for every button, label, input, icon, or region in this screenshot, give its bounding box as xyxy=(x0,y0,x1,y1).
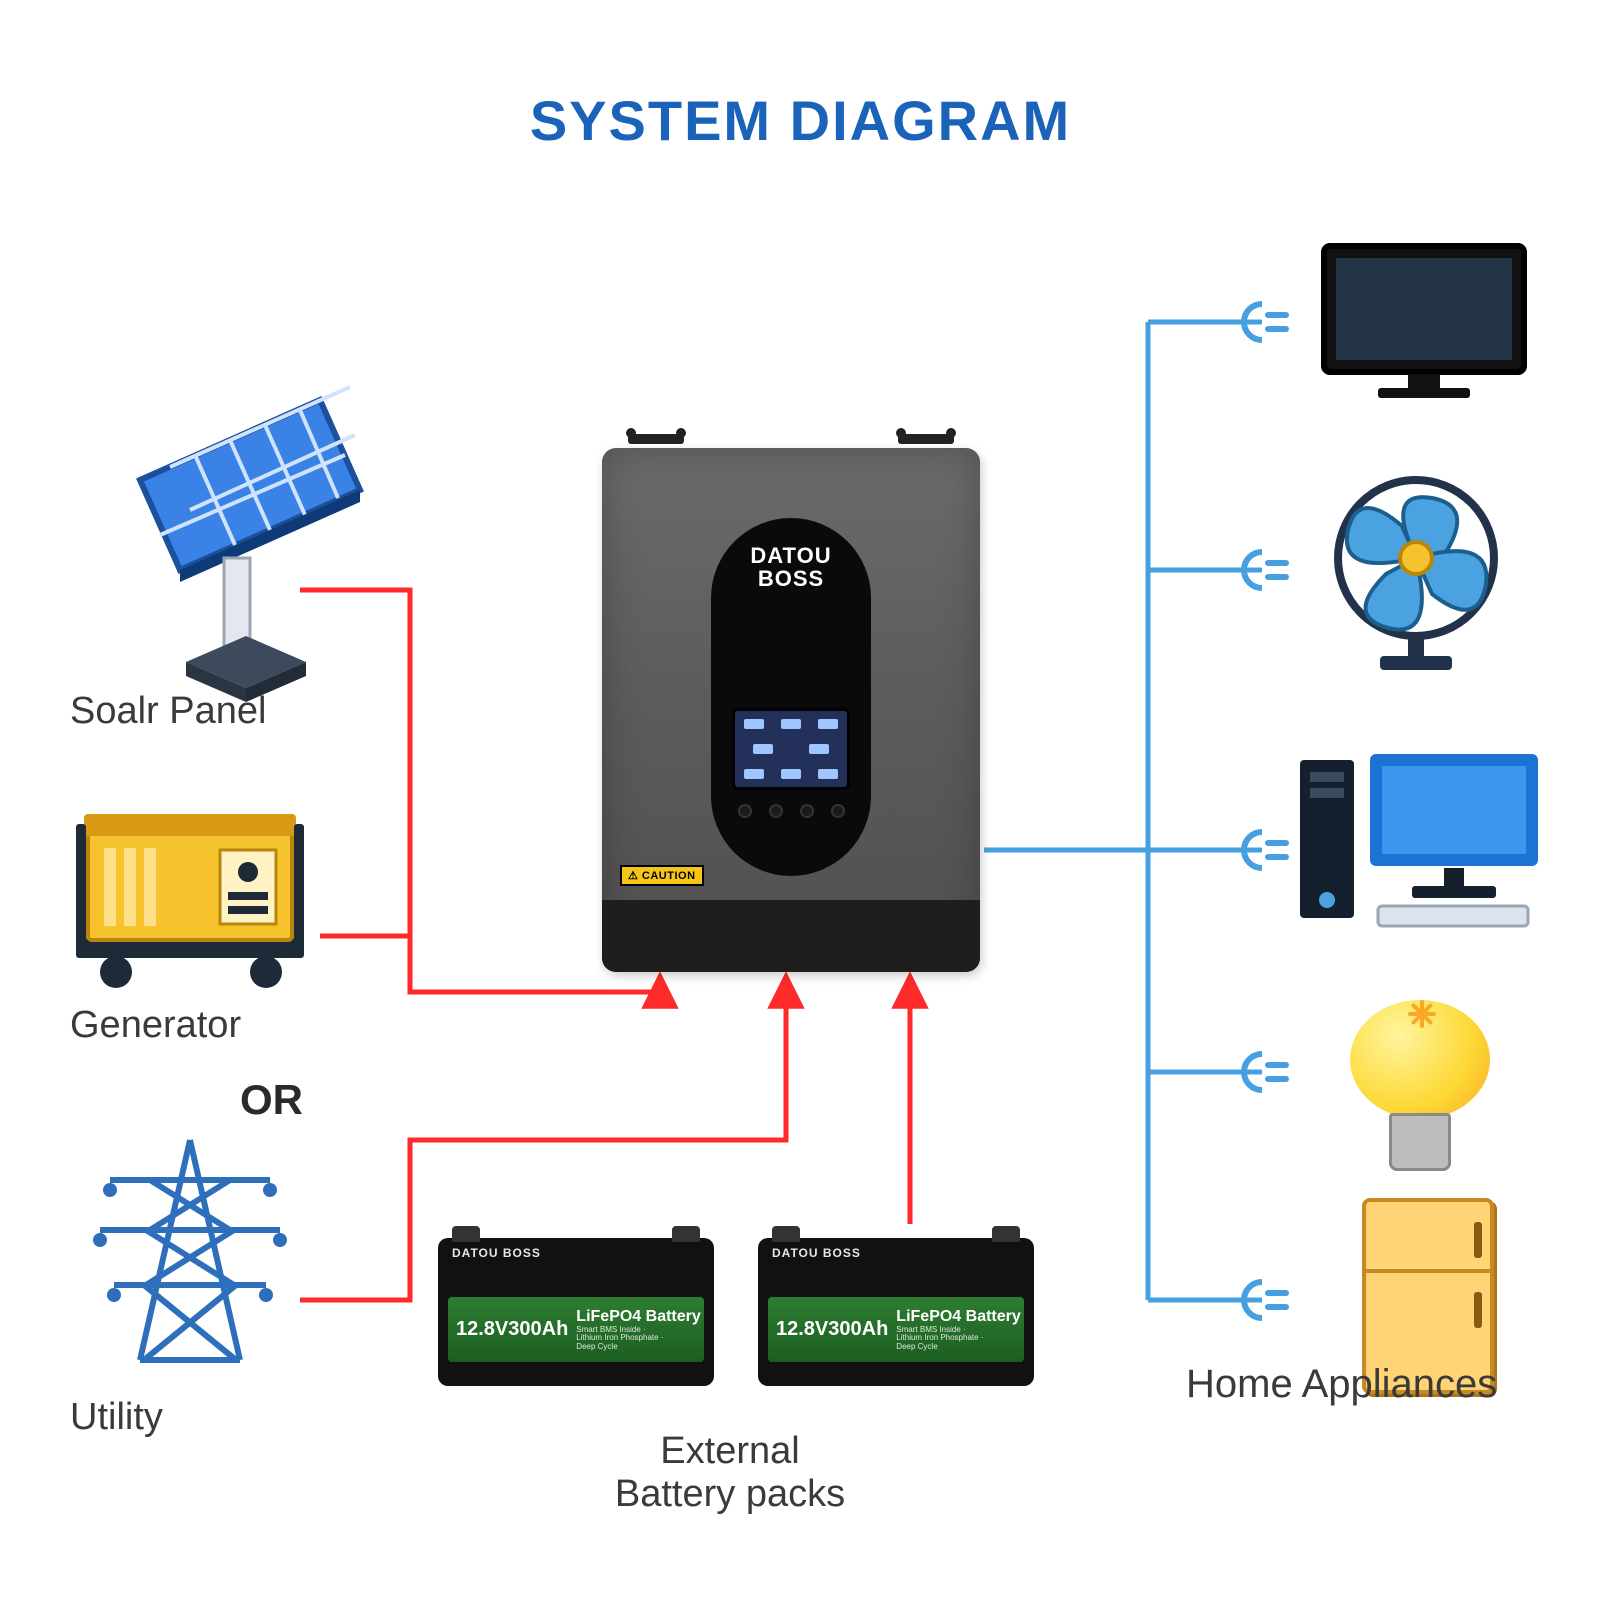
label-generator: Generator xyxy=(70,1004,241,1047)
blue-output-lines xyxy=(984,322,1262,1300)
battery-brand: DATOU BOSS xyxy=(772,1246,861,1260)
label-solar-panel: Soalr Panel xyxy=(70,690,266,733)
inverter-buttons xyxy=(711,804,871,818)
plug-icon xyxy=(1244,1282,1286,1318)
utility-icon xyxy=(93,1140,287,1360)
label-or: OR xyxy=(240,1076,303,1124)
computer-icon xyxy=(1300,754,1538,926)
battery-spec: 12.8V300Ah xyxy=(776,1318,888,1341)
battery-fineprint: Smart BMS Inside · Lithium Iron Phosphat… xyxy=(576,1326,666,1352)
solar-panel-icon xyxy=(140,387,360,702)
label-utility: Utility xyxy=(70,1396,163,1439)
plug-icons xyxy=(1244,304,1286,1318)
battery-pack-2: DATOU BOSS 12.8V300Ah LiFePO4 Battery Sm… xyxy=(758,1238,1034,1386)
inverter-lcd xyxy=(732,708,850,790)
tv-icon xyxy=(1324,246,1524,398)
battery-fineprint: Smart BMS Inside · Lithium Iron Phosphat… xyxy=(896,1326,986,1352)
diagram-canvas: SYSTEM DIAGRAM xyxy=(0,0,1601,1601)
battery-brand: DATOU BOSS xyxy=(452,1246,541,1260)
inverter-unit: DATOU BOSS ⚠ CAUTION xyxy=(602,448,980,972)
battery-chemistry: LiFePO4 Battery xyxy=(896,1308,1020,1326)
battery-pack-1: DATOU BOSS 12.8V300Ah LiFePO4 Battery Sm… xyxy=(438,1238,714,1386)
plug-icon xyxy=(1244,304,1286,340)
plug-icon xyxy=(1244,552,1286,588)
plug-icon xyxy=(1244,1054,1286,1090)
label-home-appliances: Home Appliances xyxy=(1186,1362,1497,1407)
label-battery-packs: ExternalBattery packs xyxy=(540,1430,920,1516)
caution-label: ⚠ CAUTION xyxy=(620,865,704,886)
battery-chemistry: LiFePO4 Battery xyxy=(576,1308,700,1326)
plug-icon xyxy=(1244,832,1286,868)
lightbulb-icon xyxy=(1350,1000,1490,1170)
red-arrows xyxy=(660,990,910,994)
fan-icon xyxy=(1338,480,1494,670)
inverter-brand: DATOU BOSS xyxy=(711,544,871,590)
diagram-title: SYSTEM DIAGRAM xyxy=(0,88,1601,153)
inverter-front-panel: DATOU BOSS xyxy=(711,518,871,876)
generator-icon xyxy=(76,814,304,988)
battery-spec: 12.8V300Ah xyxy=(456,1318,568,1341)
